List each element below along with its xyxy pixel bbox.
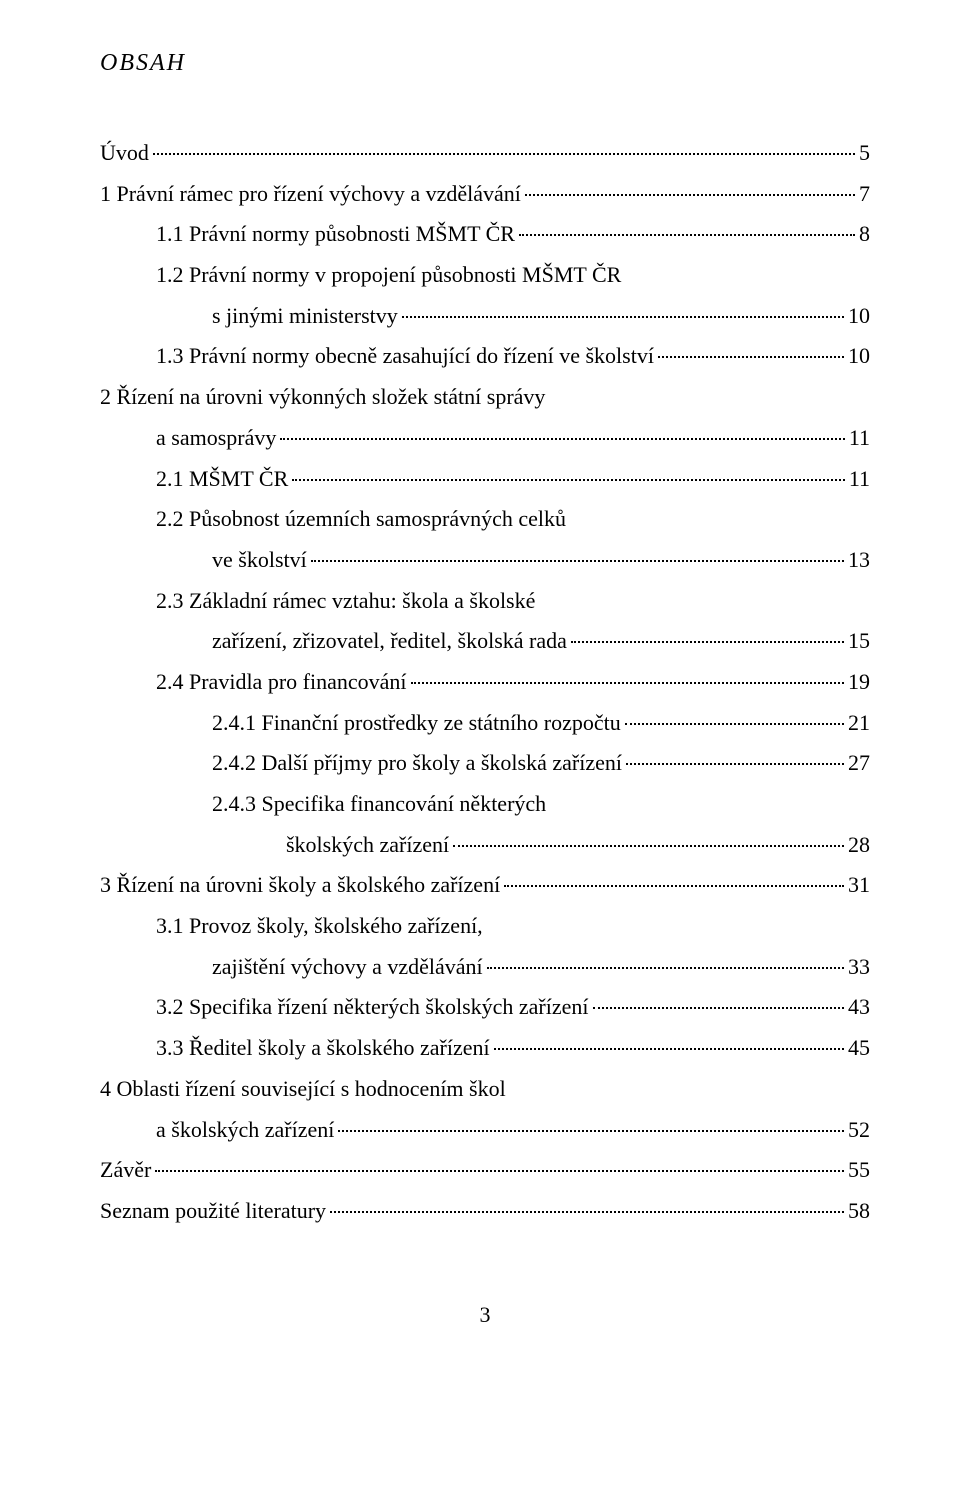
toc-leader	[330, 1211, 844, 1213]
toc-entry-label: Úvod	[100, 133, 149, 174]
toc-entry-label: zařízení, zřizovatel, ředitel, školská r…	[212, 621, 567, 662]
page-number: 3	[100, 1302, 870, 1328]
toc-leader	[525, 194, 855, 196]
toc-entry: 4 Oblasti řízení související s hodnocení…	[100, 1069, 870, 1110]
toc-entry: 2 Řízení na úrovni výkonných složek stát…	[100, 377, 870, 418]
toc-entry-label: školských zařízení	[286, 825, 449, 866]
toc-leader	[153, 153, 855, 155]
toc-header: OBSAH	[100, 50, 870, 77]
toc-entry-label: a samosprávy	[156, 418, 276, 459]
toc-leader	[494, 1048, 844, 1050]
toc-entry: 1.2 Právní normy v propojení působnosti …	[100, 255, 870, 296]
toc-entry-label: 2.4.3 Specifika financování některých	[212, 784, 546, 825]
toc-entry: zařízení, zřizovatel, ředitel, školská r…	[100, 621, 870, 662]
toc-leader	[411, 682, 845, 684]
toc-entry-label: 1 Právní rámec pro řízení výchovy a vzdě…	[100, 174, 521, 215]
toc-entry-label: zajištění výchovy a vzdělávání	[212, 947, 483, 988]
toc-entry: a školských zařízení 52	[100, 1110, 870, 1151]
toc-leader	[626, 763, 844, 765]
toc-entry-page: 31	[848, 865, 870, 906]
toc-entry-label: 3.2 Specifika řízení některých školských…	[156, 987, 589, 1028]
toc-entry: 1 Právní rámec pro řízení výchovy a vzdě…	[100, 174, 870, 215]
toc-entry-label: 2.3 Základní rámec vztahu: škola a škols…	[156, 581, 535, 622]
toc-entry-label: s jinými ministerstvy	[212, 296, 398, 337]
toc-entry-label: 2.4.2 Další příjmy pro školy a školská z…	[212, 743, 622, 784]
toc-leader	[487, 967, 844, 969]
toc-leader	[311, 560, 844, 562]
toc-leader	[519, 234, 855, 236]
toc-entry: 2.4.3 Specifika financování některých	[100, 784, 870, 825]
toc-entry: Závěr 55	[100, 1150, 870, 1191]
toc-leader	[280, 438, 844, 440]
toc-entry: s jinými ministerstvy 10	[100, 296, 870, 337]
toc-entry-label: 3.1 Provoz školy, školského zařízení,	[156, 906, 483, 947]
toc-entry: 1.3 Právní normy obecně zasahující do ří…	[100, 336, 870, 377]
toc-leader	[571, 641, 844, 643]
toc-entry-page: 43	[848, 987, 870, 1028]
toc-entry-label: a školských zařízení	[156, 1110, 334, 1151]
toc-entry-label: 2.4.1 Finanční prostředky ze státního ro…	[212, 703, 621, 744]
toc-entry-label: 4 Oblasti řízení související s hodnocení…	[100, 1069, 506, 1110]
toc-entry-label: Seznam použité literatury	[100, 1191, 326, 1232]
toc-entry: 3 Řízení na úrovni školy a školského zař…	[100, 865, 870, 906]
toc-entry-page: 5	[859, 133, 870, 174]
toc-entry: školských zařízení 28	[100, 825, 870, 866]
toc-entry-label: 1.1 Právní normy působnosti MŠMT ČR	[156, 214, 515, 255]
toc-entry-label: 2.4 Pravidla pro financování	[156, 662, 407, 703]
toc-entry-page: 52	[848, 1110, 870, 1151]
toc-entry: Úvod 5	[100, 133, 870, 174]
toc-leader	[625, 723, 844, 725]
toc-entry-label: 2 Řízení na úrovni výkonných složek stát…	[100, 377, 545, 418]
toc-entry: ve školství 13	[100, 540, 870, 581]
toc-entry-page: 11	[849, 459, 870, 500]
toc-entry-label: 2.1 MŠMT ČR	[156, 459, 288, 500]
toc-entry: 3.2 Specifika řízení některých školských…	[100, 987, 870, 1028]
toc-entry-page: 45	[848, 1028, 870, 1069]
toc-entry-page: 55	[848, 1150, 870, 1191]
toc-entry-page: 58	[848, 1191, 870, 1232]
toc-entry: Seznam použité literatury 58	[100, 1191, 870, 1232]
toc-entry-page: 27	[848, 743, 870, 784]
toc-entry-page: 11	[849, 418, 870, 459]
toc-entry: 3.3 Ředitel školy a školského zařízení 45	[100, 1028, 870, 1069]
toc-entry: zajištění výchovy a vzdělávání 33	[100, 947, 870, 988]
toc-entry-label: Závěr	[100, 1150, 151, 1191]
toc-entry-label: 3.3 Ředitel školy a školského zařízení	[156, 1028, 490, 1069]
toc-leader	[453, 845, 844, 847]
toc-entry-page: 13	[848, 540, 870, 581]
toc-container: Úvod 5 1 Právní rámec pro řízení výchovy a…	[100, 133, 870, 1232]
toc-entry: a samosprávy 11	[100, 418, 870, 459]
toc-entry: 2.1 MŠMT ČR 11	[100, 459, 870, 500]
toc-leader	[292, 479, 845, 481]
toc-leader	[402, 316, 844, 318]
toc-entry: 2.2 Působnost územních samosprávných cel…	[100, 499, 870, 540]
toc-entry-page: 21	[848, 703, 870, 744]
toc-entry: 2.4.2 Další příjmy pro školy a školská z…	[100, 743, 870, 784]
toc-entry-label: 2.2 Působnost územních samosprávných cel…	[156, 499, 566, 540]
toc-entry-page: 28	[848, 825, 870, 866]
toc-leader	[593, 1007, 844, 1009]
toc-leader	[658, 356, 844, 358]
toc-leader	[504, 885, 844, 887]
toc-leader	[338, 1130, 844, 1132]
toc-entry-label: ve školství	[212, 540, 307, 581]
toc-entry: 2.4.1 Finanční prostředky ze státního ro…	[100, 703, 870, 744]
toc-entry-page: 10	[848, 336, 870, 377]
toc-entry-label: 1.3 Právní normy obecně zasahující do ří…	[156, 336, 654, 377]
toc-entry-page: 33	[848, 947, 870, 988]
toc-entry-page: 10	[848, 296, 870, 337]
toc-entry: 2.3 Základní rámec vztahu: škola a škols…	[100, 581, 870, 622]
toc-entry-page: 19	[848, 662, 870, 703]
toc-entry: 3.1 Provoz školy, školského zařízení,	[100, 906, 870, 947]
toc-entry-page: 8	[859, 214, 870, 255]
toc-entry-page: 7	[859, 174, 870, 215]
toc-leader	[155, 1170, 844, 1172]
toc-entry: 2.4 Pravidla pro financování 19	[100, 662, 870, 703]
toc-entry-label: 3 Řízení na úrovni školy a školského zař…	[100, 865, 500, 906]
toc-entry-label: 1.2 Právní normy v propojení působnosti …	[156, 255, 621, 296]
toc-entry: 1.1 Právní normy působnosti MŠMT ČR 8	[100, 214, 870, 255]
toc-entry-page: 15	[848, 621, 870, 662]
